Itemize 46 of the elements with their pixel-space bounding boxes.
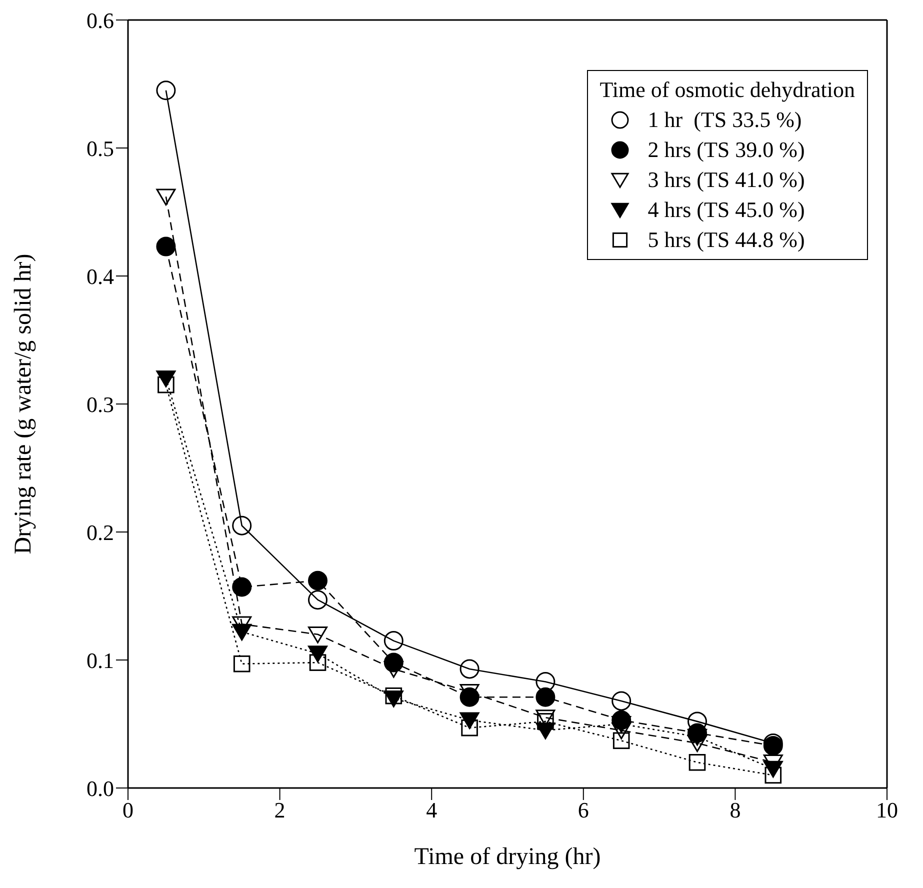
x-tick-label: 8 [730,798,741,823]
legend-label: 5 hrs (TS 44.8 %) [648,226,805,254]
point [233,655,250,672]
point [460,659,480,679]
y-axis-title: Drying rate (g water/g solid hr) [10,254,37,554]
point [612,716,632,733]
point [384,661,404,678]
x-axis-title: Time of drying (hr) [414,844,601,870]
x-tick-label: 2 [274,798,286,823]
point [308,590,328,610]
point [308,626,328,644]
point [688,735,707,752]
y-tick-label: 0.0 [86,776,114,801]
x-tick-label: 0 [122,798,134,823]
x-tick-label: 6 [578,798,589,823]
y-tick-label: 0.4 [86,264,114,289]
legend-label: 1 hr (TS 33.5 %) [648,106,802,134]
point [156,188,176,206]
point [688,754,706,771]
legend-label: 4 hrs (TS 45.0 %) [648,196,805,224]
y-tick-label: 0.6 [86,8,114,33]
point [156,80,176,100]
y-tick-label: 0.5 [86,136,114,161]
point [612,691,632,711]
point [385,687,402,704]
point [156,236,176,256]
y-tick-label: 0.2 [86,520,114,545]
point [232,624,252,641]
legend-label: 2 hrs (TS 39.0 %) [648,136,805,164]
point [309,654,326,671]
x-tick-label: 10 [876,798,898,823]
point [688,728,707,746]
point [158,376,174,394]
point [308,570,328,590]
point [308,646,328,662]
x-tick-label: 4 [426,798,438,823]
point [232,516,252,536]
point [384,631,404,651]
point [536,687,556,707]
legend-label: 3 hrs (TS 41.0 %) [648,166,805,194]
y-tick-label: 0.3 [86,392,114,417]
y-tick-label: 0.1 [86,648,114,673]
point [612,732,630,750]
point [537,713,554,730]
legend-title: Time of osmotic dehydration [600,76,855,104]
point [232,577,252,597]
